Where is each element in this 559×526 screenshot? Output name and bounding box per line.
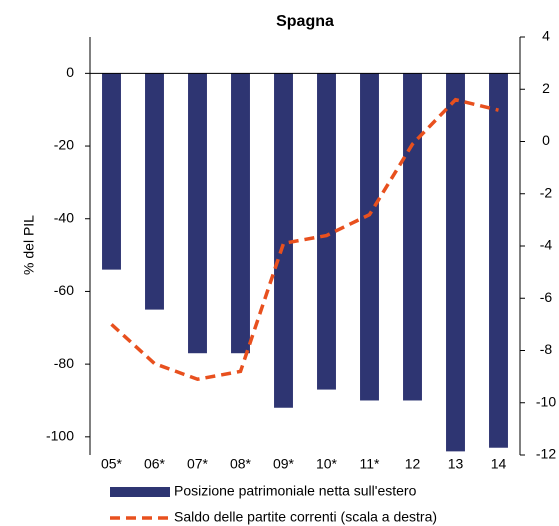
x-tick-label: 09* [273,456,295,472]
bar [102,73,121,270]
line [110,97,499,382]
x-tick-label: 13 [448,456,464,472]
y2-tick-label: 4 [542,28,550,44]
x-tick-label: 05* [101,456,123,472]
x-tick-label: 06* [144,456,166,472]
y-axis-label: % del PIL [21,215,37,275]
y2-tick-label: -10 [536,393,556,409]
y2-tick-label: 0 [542,132,550,148]
legend-swatch [110,487,170,497]
x-tick-label: 12 [405,456,421,472]
y2-tick-label: -8 [540,341,553,357]
y2-tick-label: -6 [540,289,553,305]
y-tick-label: -20 [54,137,74,153]
chart-title: Spagna [276,13,334,30]
bar [274,73,293,408]
legend-label: Saldo delle partite correnti (scala a de… [174,509,437,525]
y-tick-label: 0 [66,64,74,80]
y-tick-label: -100 [46,428,74,444]
bar [231,73,250,354]
bar [360,73,379,401]
bar [188,73,207,354]
y-tick-label: -80 [54,355,74,371]
bar [446,73,465,452]
y2-tick-label: -2 [540,184,553,200]
x-tick-label: 07* [187,456,209,472]
bar [317,73,336,390]
x-tick-label: 10* [316,456,338,472]
y2-tick-label: 2 [542,80,550,96]
y2-tick-label: -4 [540,237,553,253]
bar [489,73,508,448]
x-tick-label: 14 [491,456,507,472]
bar [145,73,164,310]
bar [403,73,422,401]
x-tick-label: 11* [360,456,381,472]
legend-label: Posizione patrimoniale netta sull'estero [174,483,417,499]
x-tick-label: 08* [230,456,252,472]
y2-tick-label: -12 [536,446,556,462]
y-tick-label: -60 [54,282,74,298]
y-tick-label: -40 [54,209,74,225]
